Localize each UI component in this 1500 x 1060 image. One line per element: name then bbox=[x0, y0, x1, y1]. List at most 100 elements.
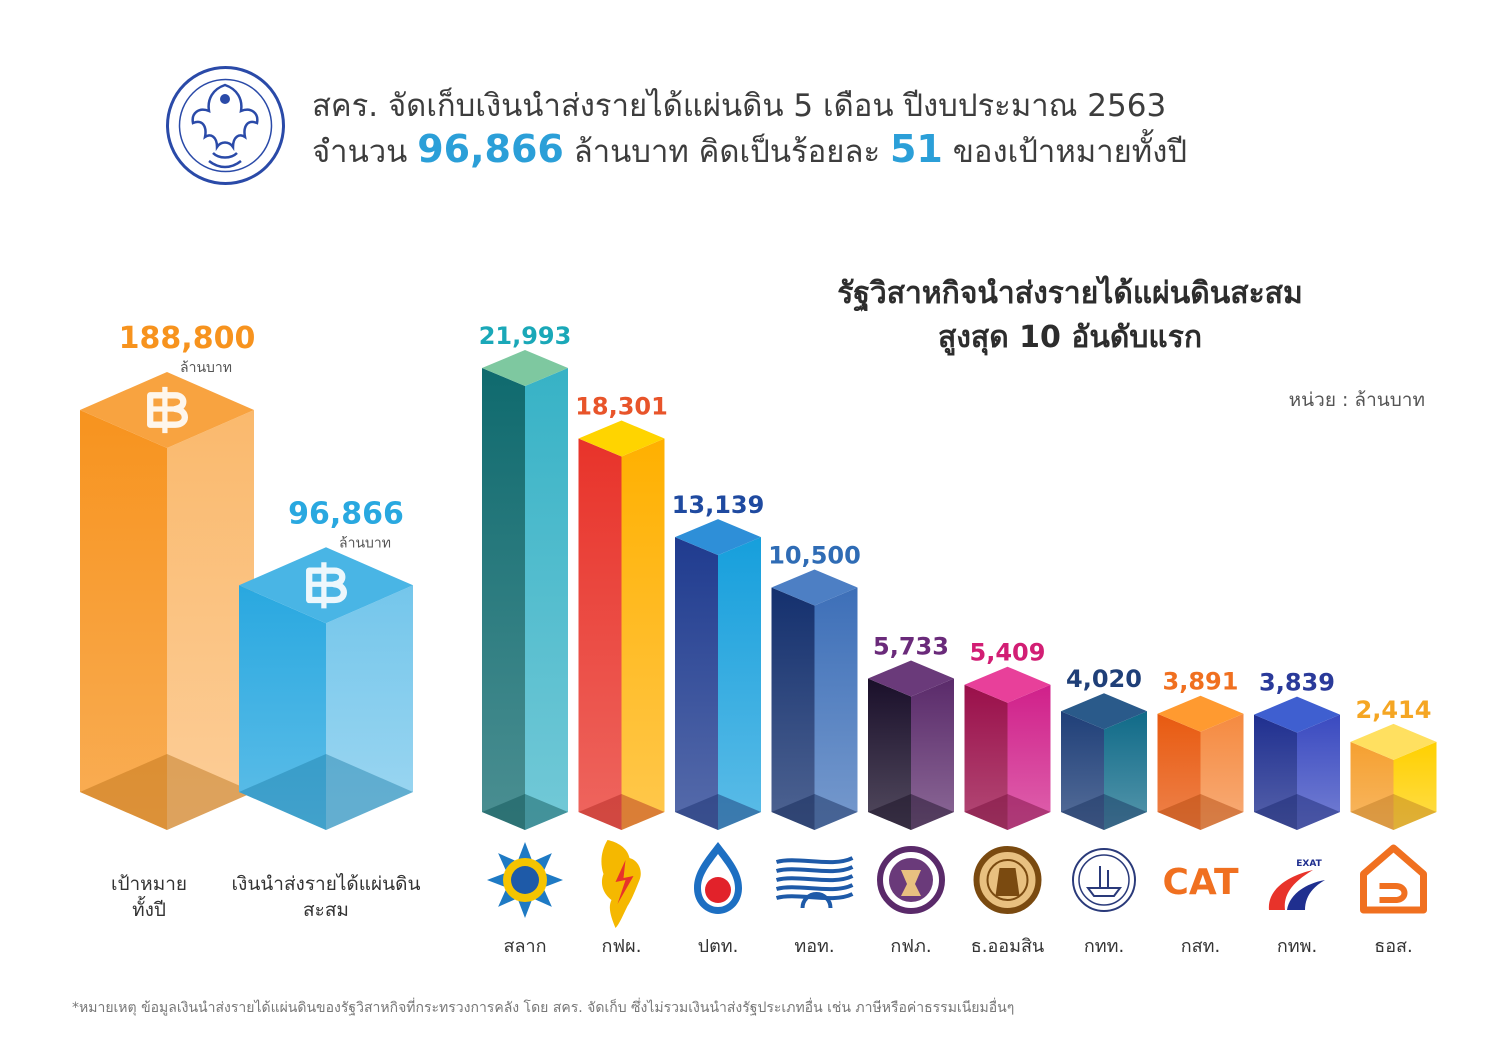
value-label: 3,891 bbox=[1163, 668, 1239, 696]
glo-star-icon bbox=[487, 842, 563, 918]
bar-right-face bbox=[718, 537, 761, 830]
bar-top-face bbox=[482, 350, 568, 386]
headline-text: ล้านบาท คิดเป็นร้อยละ bbox=[563, 134, 890, 170]
category-label: ธ.ออมสิน bbox=[971, 936, 1045, 957]
pat-seal-icon bbox=[1072, 848, 1136, 912]
ranking-chart-title: รัฐวิสาหกิจนำส่งรายได้แผ่นดินสะสมสูงสุด … bbox=[770, 272, 1370, 360]
footnote: *หมายเหตุ ข้อมูลเงินนำส่งรายได้แผ่นดินขอ… bbox=[72, 1000, 1015, 1016]
baht-icon bbox=[306, 562, 347, 609]
enterprise-bar bbox=[578, 420, 665, 830]
value-label: 18,301 bbox=[575, 393, 668, 421]
enterprise-bar bbox=[771, 569, 858, 830]
cat-logo-text: CAT bbox=[1162, 862, 1238, 903]
bar-right-face bbox=[1007, 684, 1051, 830]
cat-text-icon: CAT bbox=[1162, 862, 1238, 903]
enterprise-bar bbox=[1350, 723, 1437, 830]
bar-top-face bbox=[771, 569, 858, 606]
category-label: ปตท. bbox=[698, 936, 739, 957]
bar-left-face bbox=[675, 537, 718, 830]
aot-wave-icon bbox=[775, 856, 854, 909]
ptt-flame-icon bbox=[694, 842, 742, 914]
bar-base-face bbox=[80, 754, 254, 830]
bar-top-face bbox=[578, 420, 665, 457]
enterprise-bar bbox=[1254, 696, 1340, 830]
enterprise-bar bbox=[675, 519, 761, 830]
bar-left-face bbox=[964, 684, 1008, 830]
bar-right-face bbox=[525, 368, 568, 830]
headline-line-1: สคร. จัดเก็บเงินนำส่งรายได้แผ่นดิน 5 เดื… bbox=[312, 88, 1167, 124]
value-label: 5,733 bbox=[873, 633, 949, 661]
gsb-seal-icon bbox=[973, 846, 1042, 914]
enterprise-bar bbox=[868, 660, 954, 830]
enterprise-bar bbox=[964, 666, 1051, 830]
category-label: ธอส. bbox=[1374, 936, 1413, 957]
target-bar bbox=[80, 372, 254, 830]
bar-right-face bbox=[1297, 714, 1340, 830]
bar-top-face bbox=[1254, 696, 1340, 733]
category-label: สะสม bbox=[303, 899, 349, 921]
headline-text: จำนวน bbox=[312, 134, 418, 170]
headline-line-2: จำนวน 96,866 ล้านบาท คิดเป็นร้อยละ 51 ขอ… bbox=[312, 126, 1187, 176]
bar-top-face bbox=[1157, 695, 1244, 732]
category-label: ทอท. bbox=[794, 936, 834, 957]
bar-top-face bbox=[1061, 693, 1147, 730]
bar-right-face bbox=[1393, 741, 1437, 830]
value-label: 2,414 bbox=[1356, 696, 1432, 724]
bar-right-face bbox=[911, 678, 954, 830]
value-label: 5,409 bbox=[970, 639, 1046, 667]
bar-base-face bbox=[239, 754, 413, 830]
baht-icon bbox=[147, 386, 188, 434]
header: สคร. จัดเก็บเงินนำส่งรายได้แผ่นดิน 5 เดื… bbox=[0, 0, 1500, 200]
exat-logo-text: EXAT bbox=[1296, 859, 1322, 869]
bar-left-face bbox=[1157, 713, 1201, 830]
bar-base-face bbox=[482, 794, 568, 830]
value-label: 3,839 bbox=[1259, 669, 1335, 697]
bar-right-face bbox=[326, 585, 413, 830]
value-label: 96,866 bbox=[288, 496, 404, 531]
bar-top-face bbox=[1350, 723, 1437, 760]
bar-top-face bbox=[964, 666, 1051, 703]
category-label: เงินนำส่งรายได้แผ่นดิน bbox=[232, 873, 421, 895]
bar-base-face bbox=[964, 794, 1051, 830]
enterprise-bar bbox=[1061, 693, 1147, 830]
bar-right-face bbox=[621, 438, 665, 830]
ranking-chart-title-line: สูงสุด 10 อันดับแรก bbox=[937, 320, 1203, 355]
category-label: กทท. bbox=[1084, 936, 1124, 957]
headline-text: ของเป้าหมายทั้งปี bbox=[942, 134, 1188, 170]
category-label: กฟผ. bbox=[602, 936, 642, 957]
bar-base-face bbox=[1157, 794, 1244, 830]
bar-right-face bbox=[814, 587, 858, 830]
value-label: 13,139 bbox=[672, 491, 765, 519]
bar-left-face bbox=[868, 678, 911, 830]
bar-base-face bbox=[1061, 794, 1147, 830]
exat-road-icon: EXAT bbox=[1268, 859, 1325, 910]
enterprise-bar bbox=[1157, 695, 1244, 830]
bar-left-face bbox=[239, 585, 326, 830]
category-label: ทั้งปี bbox=[132, 896, 166, 921]
bar-right-face bbox=[1200, 713, 1244, 830]
bar-base-face bbox=[1350, 794, 1437, 830]
bar-right-face bbox=[167, 410, 254, 830]
bar-left-face bbox=[1061, 711, 1104, 830]
bar-base-face bbox=[771, 794, 858, 830]
bar-base-face bbox=[675, 794, 761, 830]
category-label: สลาก bbox=[503, 936, 546, 957]
ghb-house-icon bbox=[1360, 844, 1427, 914]
bar-left-face bbox=[1254, 714, 1297, 830]
pea-seal-icon bbox=[877, 846, 945, 914]
value-label: 21,993 bbox=[479, 322, 572, 350]
unit-label: ล้านบาท bbox=[180, 360, 232, 376]
value-label: 4,020 bbox=[1066, 665, 1142, 693]
bar-base-face bbox=[868, 794, 954, 830]
category-label: กฟภ. bbox=[890, 936, 931, 957]
bar-base-face bbox=[578, 794, 665, 830]
bar-top-face bbox=[868, 660, 954, 697]
bar-left-face bbox=[578, 438, 622, 830]
ranking-chart-title-line: รัฐวิสาหกิจนำส่งรายได้แผ่นดินสะสม bbox=[837, 276, 1303, 311]
bar-left-face bbox=[482, 368, 525, 830]
value-label: 188,800 bbox=[119, 321, 256, 356]
egat-map-icon bbox=[601, 840, 641, 928]
sepo-logo-icon bbox=[166, 66, 285, 185]
category-label: กทพ. bbox=[1277, 936, 1317, 957]
